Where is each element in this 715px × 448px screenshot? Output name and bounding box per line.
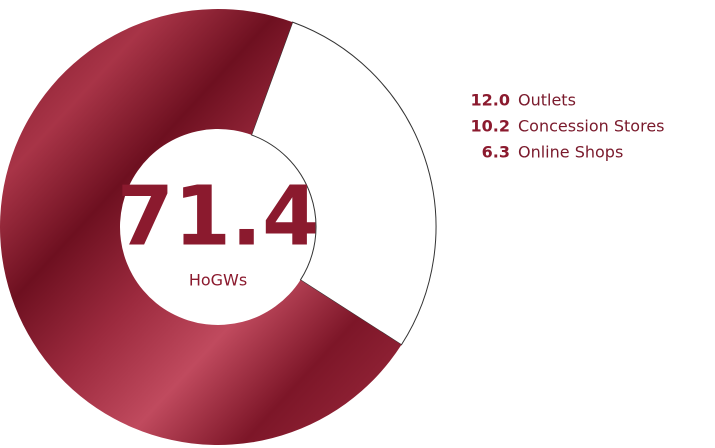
center-label: HoGWs xyxy=(189,271,247,290)
legend-label: Outlets xyxy=(518,91,576,110)
page: {"chart_data": {"type": "donut", "center… xyxy=(0,0,715,448)
legend-value: 6.3 xyxy=(482,143,510,162)
legend-label: Online Shops xyxy=(518,143,623,162)
legend-value: 12.0 xyxy=(471,91,510,110)
legend-label: Concession Stores xyxy=(518,117,665,136)
center-value: 71.4 xyxy=(117,169,319,264)
chart: 71.4 HoGWs 12.0 Outlets 10.2 Concession Sto… xyxy=(0,0,715,448)
legend-value: 10.2 xyxy=(471,117,510,136)
